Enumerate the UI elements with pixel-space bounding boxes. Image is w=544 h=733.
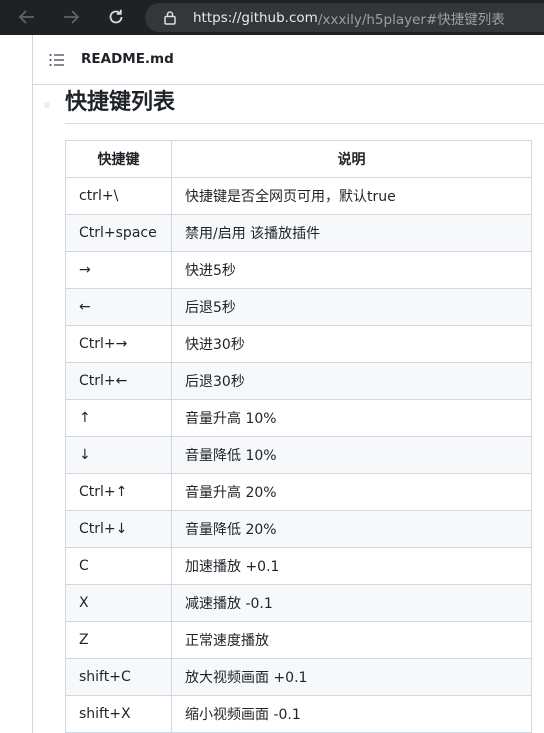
heading-anchor[interactable] xyxy=(44,102,50,108)
shortcut-description: 后退5秒 xyxy=(171,288,532,326)
file-header: README.md xyxy=(33,35,544,85)
table-row: → 快进5秒 xyxy=(65,251,532,289)
table-row: Z 正常速度播放 xyxy=(65,621,532,659)
shortcut-key: Ctrl+↑ xyxy=(65,473,172,511)
page-content: README.md 快捷键列表 快捷键 说明 ctrl+\ 快捷键是否全网页可用，… xyxy=(0,35,544,733)
shortcut-key: ctrl+\ xyxy=(65,177,172,215)
table-row: X 减速播放 -0.1 xyxy=(65,584,532,622)
shortcut-description: 音量降低 10% xyxy=(171,436,532,474)
shortcut-key: ↓ xyxy=(65,436,172,474)
table-row: ↓ 音量降低 10% xyxy=(65,436,532,474)
reload-button[interactable] xyxy=(103,5,129,29)
table-header-row: 快捷键 说明 xyxy=(65,140,532,178)
shortcut-key: Ctrl+← xyxy=(65,362,172,400)
arrow-right-icon xyxy=(64,10,80,24)
shortcut-key: shift+X xyxy=(65,695,172,733)
shortcut-key: ← xyxy=(65,288,172,326)
shortcut-key: Ctrl+→ xyxy=(65,325,172,363)
shortcut-key: ↑ xyxy=(65,399,172,437)
shortcut-description: 快捷键是否全网页可用，默认true xyxy=(171,177,532,215)
shortcut-description: 加速播放 +0.1 xyxy=(171,547,532,585)
shortcut-key: Z xyxy=(65,621,172,659)
forward-button[interactable] xyxy=(58,5,84,29)
shortcut-key: X xyxy=(65,584,172,622)
file-name: README.md xyxy=(81,51,174,67)
lock-icon xyxy=(164,11,176,25)
column-header-description: 说明 xyxy=(171,140,532,178)
shortcut-description: 后退30秒 xyxy=(171,362,532,400)
table-row: shift+X 缩小视频画面 -0.1 xyxy=(65,695,532,733)
address-bar[interactable]: https://github.com/xxxily/h5player#快捷键列表 xyxy=(145,3,544,32)
shortcut-description: 音量降低 20% xyxy=(171,510,532,548)
shortcut-description: 音量升高 20% xyxy=(171,473,532,511)
shortcut-description: 正常速度播放 xyxy=(171,621,532,659)
shortcut-description: 快进5秒 xyxy=(171,251,532,289)
table-row: shift+C 放大视频画面 +0.1 xyxy=(65,658,532,696)
table-row: C 加速播放 +0.1 xyxy=(65,547,532,585)
shortcut-key: Ctrl+space xyxy=(65,214,172,252)
back-button[interactable] xyxy=(14,5,40,29)
url-host: https://github.com xyxy=(193,9,318,26)
shortcut-description: 音量升高 10% xyxy=(171,399,532,437)
shortcut-description: 缩小视频画面 -0.1 xyxy=(171,695,532,733)
column-header-key: 快捷键 xyxy=(65,140,172,178)
shortcut-key: → xyxy=(65,251,172,289)
shortcut-description: 快进30秒 xyxy=(171,325,532,363)
shortcut-description: 放大视频画面 +0.1 xyxy=(171,658,532,696)
browser-toolbar: https://github.com/xxxily/h5player#快捷键列表 xyxy=(0,0,544,35)
table-row: ← 后退5秒 xyxy=(65,288,532,326)
table-row: Ctrl+↑ 音量升高 20% xyxy=(65,473,532,511)
section-heading: 快捷键列表 xyxy=(65,88,544,124)
shortcut-key: C xyxy=(65,547,172,585)
reload-icon xyxy=(109,9,123,24)
table-row: Ctrl+← 后退30秒 xyxy=(65,362,532,400)
list-icon[interactable] xyxy=(49,53,65,67)
table-row: Ctrl+→ 快进30秒 xyxy=(65,325,532,363)
url-path: /xxxily/h5player#快捷键列表 xyxy=(317,11,505,28)
shortcut-key: shift+C xyxy=(65,658,172,696)
sidebar-divider xyxy=(32,35,33,733)
shortcut-table: 快捷键 说明 ctrl+\ 快捷键是否全网页可用，默认true Ctrl+spac… xyxy=(65,140,532,733)
table-row: ↑ 音量升高 10% xyxy=(65,399,532,437)
table-row: ctrl+\ 快捷键是否全网页可用，默认true xyxy=(65,177,532,215)
arrow-left-icon xyxy=(18,10,34,24)
table-row: Ctrl+↓ 音量降低 20% xyxy=(65,510,532,548)
shortcut-description: 禁用/启用 该播放插件 xyxy=(171,214,532,252)
shortcut-description: 减速播放 -0.1 xyxy=(171,584,532,622)
table-row: Ctrl+space 禁用/启用 该播放插件 xyxy=(65,214,532,252)
shortcut-key: Ctrl+↓ xyxy=(65,510,172,548)
